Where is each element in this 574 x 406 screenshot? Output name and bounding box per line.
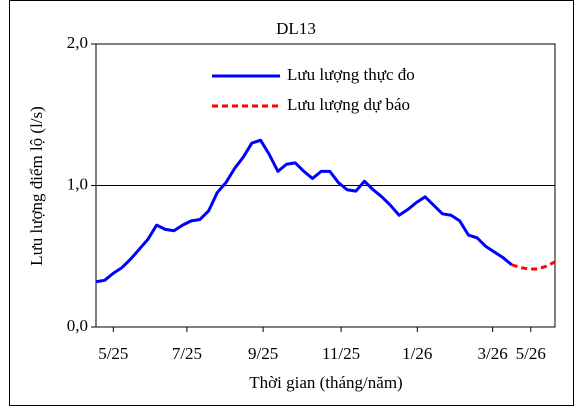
data-line — [511, 260, 556, 271]
x-tick-label: 5/26 — [516, 344, 546, 363]
y-tick-label: 0,0 — [67, 316, 88, 335]
x-tick-label: 3/26 — [478, 344, 508, 363]
x-tick-label: 11/25 — [322, 344, 360, 363]
x-tick-label: 5/25 — [98, 344, 128, 363]
x-tick-label: 7/25 — [172, 344, 202, 363]
y-tick-label: 1,0 — [67, 174, 88, 193]
x-tick-label: 9/25 — [248, 344, 278, 363]
x-tick-label: 1/26 — [402, 344, 432, 363]
legend-label: Lưu lượng thực đo — [287, 65, 415, 84]
chart-title: DL13 — [276, 19, 316, 38]
legend-label: Lưu lượng dự báo — [287, 95, 410, 114]
y-tick-label: 2,0 — [67, 33, 88, 52]
y-axis-label: Lưu lượng điểm lộ (l/s) — [27, 106, 46, 266]
data-line — [95, 138, 513, 284]
x-axis-label: Thời gian (tháng/năm) — [249, 373, 402, 392]
